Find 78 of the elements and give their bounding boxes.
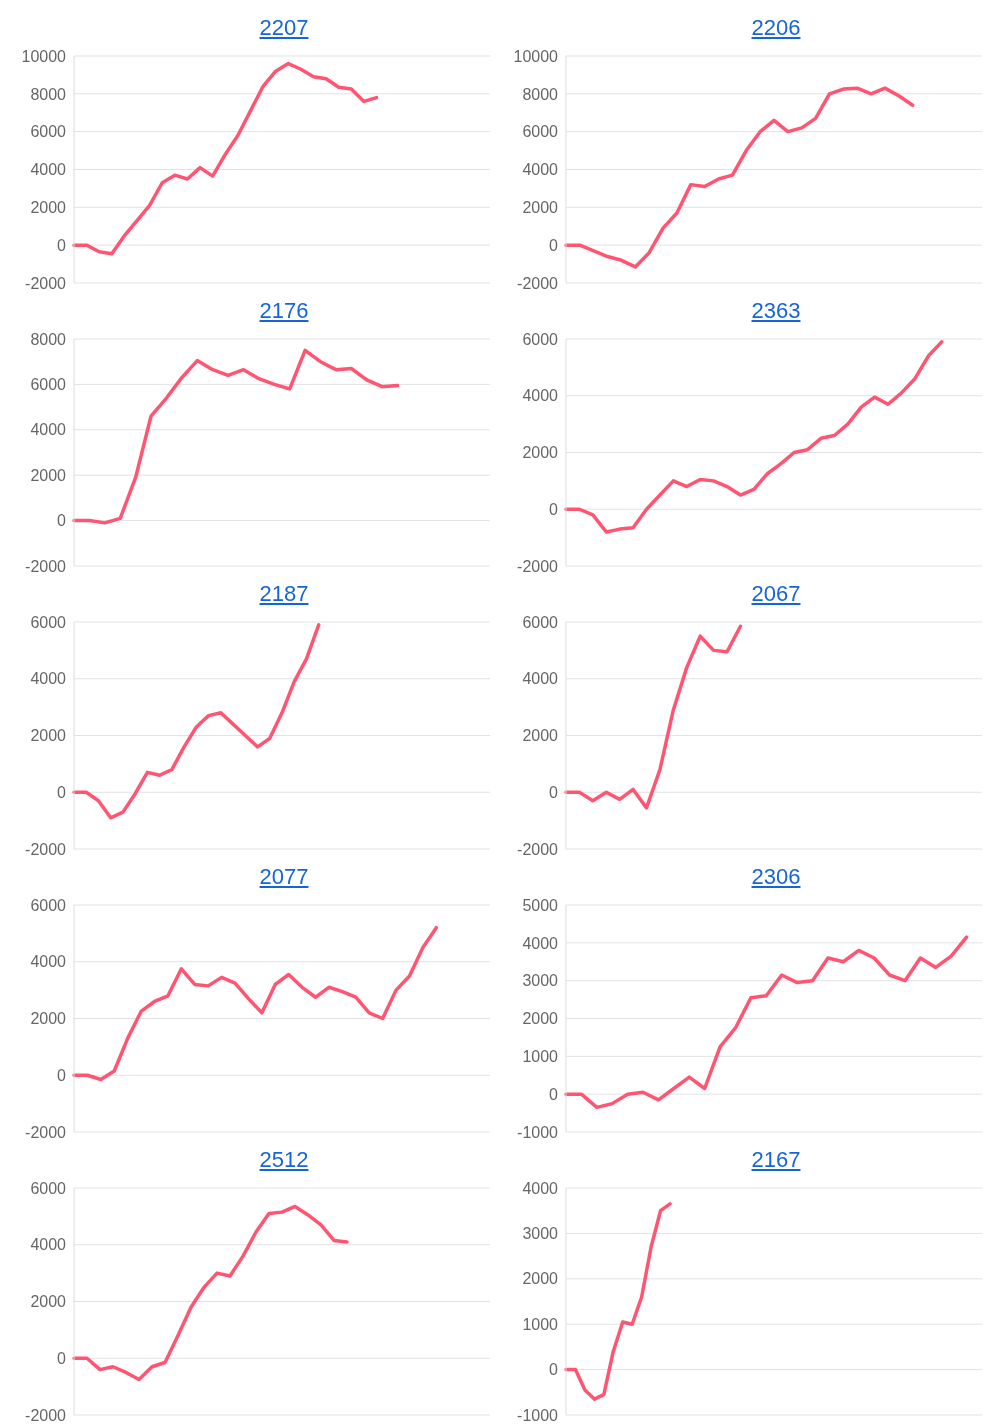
line-series — [564, 340, 944, 534]
y-tick-label: 4000 — [522, 161, 559, 179]
y-tick-label: 8000 — [30, 330, 67, 348]
y-tick-label: 10000 — [21, 47, 67, 65]
y-tick-label: -2000 — [517, 840, 559, 858]
y-tick-label: 2000 — [30, 466, 67, 484]
y-tick-label: 2000 — [522, 444, 559, 462]
y-tick-label: -2000 — [25, 1123, 67, 1141]
line-series — [72, 1204, 349, 1382]
y-tick-label: 2000 — [30, 1293, 67, 1311]
y-tick-label: 3000 — [522, 972, 559, 990]
y-tick-label: 0 — [549, 500, 559, 518]
y-tick-label: 4000 — [30, 670, 67, 688]
y-tick-label: 2000 — [522, 727, 559, 745]
line-series — [564, 1202, 672, 1401]
y-tick-label: 1000 — [522, 1048, 559, 1066]
y-tick-label: 4000 — [30, 1236, 67, 1254]
y-tick-label: 4000 — [522, 670, 559, 688]
line-series — [72, 61, 379, 256]
y-tick-label: 6000 — [30, 123, 67, 141]
y-tick-label: -2000 — [25, 840, 67, 858]
y-tick-label: 8000 — [30, 85, 67, 103]
y-tick-label: 10000 — [513, 47, 559, 65]
y-tick-label: 3000 — [522, 1225, 559, 1243]
y-tick-label: 6000 — [522, 123, 559, 141]
line-series — [72, 623, 321, 820]
y-tick-label: 0 — [57, 1066, 67, 1084]
y-tick-label: 0 — [57, 512, 67, 530]
chart-title: 2077 — [258, 863, 310, 891]
chart-title: 2512 — [258, 1146, 310, 1174]
y-tick-label: 0 — [549, 1361, 559, 1379]
chart-title: 2206 — [750, 14, 802, 42]
y-tick-label: 0 — [549, 236, 559, 254]
y-tick-label: 4000 — [30, 953, 67, 971]
y-tick-label: 2000 — [30, 199, 67, 217]
chart-title: 2176 — [258, 297, 310, 325]
line-series — [72, 348, 400, 525]
y-tick-label: 0 — [549, 1085, 559, 1103]
y-tick-label: 4000 — [522, 934, 559, 952]
y-tick-label: 6000 — [30, 376, 67, 394]
chart-title: 2207 — [258, 14, 310, 42]
y-tick-label: -1000 — [517, 1123, 559, 1141]
y-tick-label: 0 — [57, 783, 67, 801]
y-tick-label: 6000 — [30, 896, 67, 914]
y-tick-label: -1000 — [517, 1406, 559, 1424]
y-tick-label: 6000 — [522, 613, 559, 631]
y-tick-label: 6000 — [522, 330, 559, 348]
line-series — [564, 624, 743, 810]
y-tick-label: -2000 — [517, 274, 559, 292]
y-tick-label: 4000 — [30, 161, 67, 179]
y-tick-label: -2000 — [25, 1406, 67, 1424]
y-tick-label: 8000 — [522, 85, 559, 103]
line-series — [564, 935, 969, 1110]
chart-title: 2187 — [258, 580, 310, 608]
y-tick-label: -2000 — [25, 274, 67, 292]
chart-title: 2363 — [750, 297, 802, 325]
y-tick-label: 4000 — [522, 1179, 559, 1197]
chart-title: 2306 — [750, 863, 802, 891]
line-series — [564, 86, 915, 269]
y-tick-label: 0 — [57, 1349, 67, 1367]
y-tick-label: 2000 — [522, 1010, 559, 1028]
y-tick-label: 6000 — [30, 613, 67, 631]
y-tick-label: 6000 — [30, 1179, 67, 1197]
y-tick-label: 2000 — [30, 727, 67, 745]
y-tick-label: 5000 — [522, 896, 559, 914]
y-tick-label: 1000 — [522, 1315, 559, 1333]
line-series — [72, 925, 439, 1082]
y-tick-label: 0 — [549, 783, 559, 801]
y-tick-label: -2000 — [25, 557, 67, 575]
y-tick-label: -2000 — [517, 557, 559, 575]
y-tick-label: 2000 — [522, 1270, 559, 1288]
chart-title: 2167 — [750, 1146, 802, 1174]
y-tick-label: 0 — [57, 236, 67, 254]
chart-title: 2067 — [750, 580, 802, 608]
y-tick-label: 2000 — [522, 199, 559, 217]
y-tick-label: 2000 — [30, 1010, 67, 1028]
y-tick-label: 4000 — [30, 421, 67, 439]
y-tick-label: 4000 — [522, 387, 559, 405]
